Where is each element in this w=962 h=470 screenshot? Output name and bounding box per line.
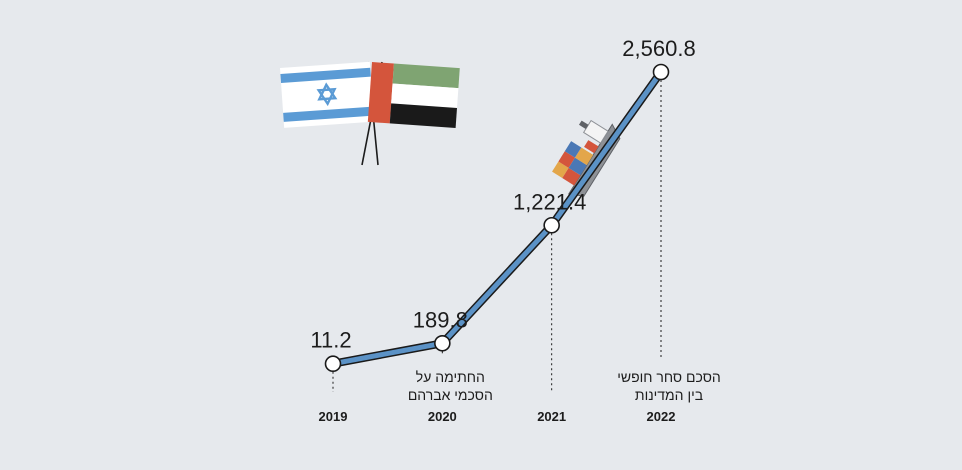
- series-line-fill: [330, 69, 664, 367]
- annotation-text: החתימה על: [416, 369, 485, 385]
- israel-flag: [280, 61, 374, 128]
- data-point-marker: [543, 216, 560, 234]
- series-line: [329, 68, 665, 368]
- data-label: 11.2: [310, 328, 351, 353]
- annotation-text: בין המדינות: [635, 387, 703, 403]
- crossed-flags: [280, 61, 460, 166]
- data-label: 189.8: [413, 307, 468, 332]
- data-label: 2,560.8: [622, 36, 695, 61]
- annotations: החתימה על הסכמי אברהם הסכם סחר חופשי בין המ…: [408, 369, 721, 403]
- cargo-ship-icon: [552, 119, 621, 197]
- data-points: [324, 63, 670, 373]
- x-axis-tick-labels: 2019 2020 2021 2022: [319, 409, 676, 424]
- data-point-marker: [652, 63, 670, 81]
- data-point-marker: [324, 355, 342, 373]
- data-label: 1,221.4: [513, 189, 586, 214]
- x-tick-label: 2019: [319, 409, 348, 424]
- annotation-text: הסכם סחר חופשי: [617, 369, 721, 385]
- x-tick-label: 2022: [647, 409, 676, 424]
- drop-lines: [332, 80, 662, 392]
- x-tick-label: 2021: [537, 409, 566, 424]
- data-labels: 11.2 189.8 1,221.4 2,560.8: [310, 36, 695, 353]
- annotation-text: הסכמי אברהם: [408, 387, 493, 403]
- data-point-marker: [434, 334, 451, 352]
- uae-flag: [367, 62, 460, 128]
- x-tick-label: 2020: [428, 409, 457, 424]
